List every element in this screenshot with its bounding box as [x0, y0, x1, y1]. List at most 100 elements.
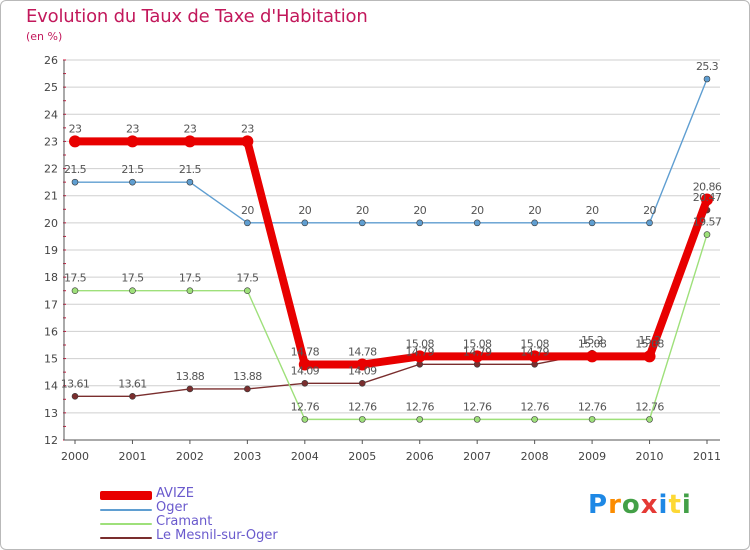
x-tick-label: 2004 [291, 450, 319, 463]
y-tick-label: 16 [44, 325, 58, 338]
logo-letter: t [668, 490, 682, 520]
data-label: 20 [643, 204, 656, 217]
data-point [473, 416, 481, 423]
data-label: 23 [241, 122, 254, 135]
data-point [588, 219, 596, 227]
data-point [186, 385, 194, 393]
data-point [241, 135, 254, 148]
data-label: 20 [241, 204, 254, 217]
y-tick-label: 15 [44, 353, 58, 366]
y-tick-label: 14 [44, 380, 58, 393]
data-label: 15.2 [581, 334, 603, 347]
data-label: 12.76 [635, 400, 664, 413]
legend-label: Oger [156, 500, 188, 515]
series-lines [69, 75, 713, 423]
data-label: 15.08 [405, 337, 434, 350]
data-point [473, 219, 481, 227]
data-label: 15.2 [638, 334, 660, 347]
x-tick-label: 2006 [406, 450, 434, 463]
chart-title: Evolution du Taux de Taxe d'Habitation [26, 6, 368, 27]
x-tick-label: 2009 [578, 450, 606, 463]
data-label: 13.61 [61, 377, 90, 390]
data-point [416, 416, 424, 423]
series-line-3 [74, 209, 708, 397]
series-line-1 [74, 78, 708, 224]
data-point [301, 416, 309, 423]
y-tick-label: 13 [44, 407, 58, 420]
x-tick-label: 2003 [233, 450, 261, 463]
data-point [186, 287, 194, 295]
data-label: 19.57 [693, 216, 722, 229]
data-label: 12.76 [405, 400, 434, 413]
data-point [129, 392, 136, 400]
x-tick-label: 2002 [176, 450, 204, 463]
x-tick-label: 2007 [463, 450, 491, 463]
data-point [301, 219, 309, 227]
data-label: 20 [586, 204, 599, 217]
data-point [71, 392, 79, 400]
axes: 12 13 14 15 16 17 18 19 20 21 22 23 24 25 26 2000 2001 20… [44, 54, 721, 463]
x-tick-label: 2001 [118, 450, 146, 463]
chart-subtitle: (en %) [26, 30, 63, 43]
y-tick-label: 12 [44, 434, 58, 447]
legend-label: Cramant [156, 514, 213, 529]
y-tick-label: 24 [44, 108, 58, 121]
data-point [186, 178, 194, 186]
legend-swatch [100, 523, 152, 525]
data-label: 23 [184, 122, 197, 135]
y-tick-label: 25 [44, 81, 58, 94]
data-point [358, 416, 366, 423]
data-label: 14.09 [291, 364, 320, 377]
data-point [531, 219, 538, 227]
data-label: 25.3 [696, 60, 719, 73]
data-label: 17.5 [236, 272, 259, 285]
data-point [126, 135, 139, 148]
legend-label: Le Mesnil-sur-Oger [156, 528, 278, 543]
series-line-avize [71, 137, 711, 369]
legend-label: AVIZE [156, 486, 194, 501]
data-label: 17.5 [64, 272, 87, 285]
data-point [244, 287, 251, 295]
grid-lines [64, 59, 720, 441]
data-label: 17.5 [179, 272, 202, 285]
data-point [531, 416, 538, 423]
data-label: 20 [298, 204, 311, 217]
y-tick-label: 21 [44, 190, 58, 203]
data-label: 12.76 [463, 400, 492, 413]
data-label: 12.76 [520, 400, 549, 413]
data-point [301, 379, 309, 387]
data-point [646, 219, 653, 227]
data-point [703, 75, 711, 83]
data-label: 12.76 [578, 400, 607, 413]
x-tick-label: 2008 [521, 450, 549, 463]
data-label: 20 [413, 204, 426, 217]
data-point [183, 135, 196, 148]
data-label: 14.78 [348, 346, 377, 359]
data-label: 20 [528, 204, 541, 217]
data-point [71, 287, 79, 295]
logo-letter: P [588, 490, 609, 520]
data-label: 15.08 [520, 337, 549, 350]
y-tick-label: 26 [44, 54, 58, 67]
data-point [358, 379, 366, 387]
data-point [586, 350, 599, 363]
data-label: 14.79 [405, 345, 434, 358]
proxiti-logo: Proxiti [588, 490, 692, 520]
data-label: 23 [69, 122, 82, 135]
logo-letter: o [621, 490, 641, 520]
series-line-2 [74, 233, 708, 421]
data-label: 12.76 [348, 400, 377, 413]
x-tick-label: 2011 [693, 450, 721, 463]
data-label: 14.78 [291, 346, 320, 359]
data-point [358, 219, 366, 227]
data-label: 12.76 [291, 400, 320, 413]
data-label: 17.5 [121, 272, 144, 285]
legend-swatch [100, 537, 152, 539]
data-point [646, 416, 653, 423]
logo-letter: x [640, 490, 659, 520]
y-tick-label: 19 [44, 244, 58, 257]
data-label: 15.08 [635, 337, 664, 350]
data-point [244, 219, 251, 227]
logo-letter: i [658, 490, 669, 520]
